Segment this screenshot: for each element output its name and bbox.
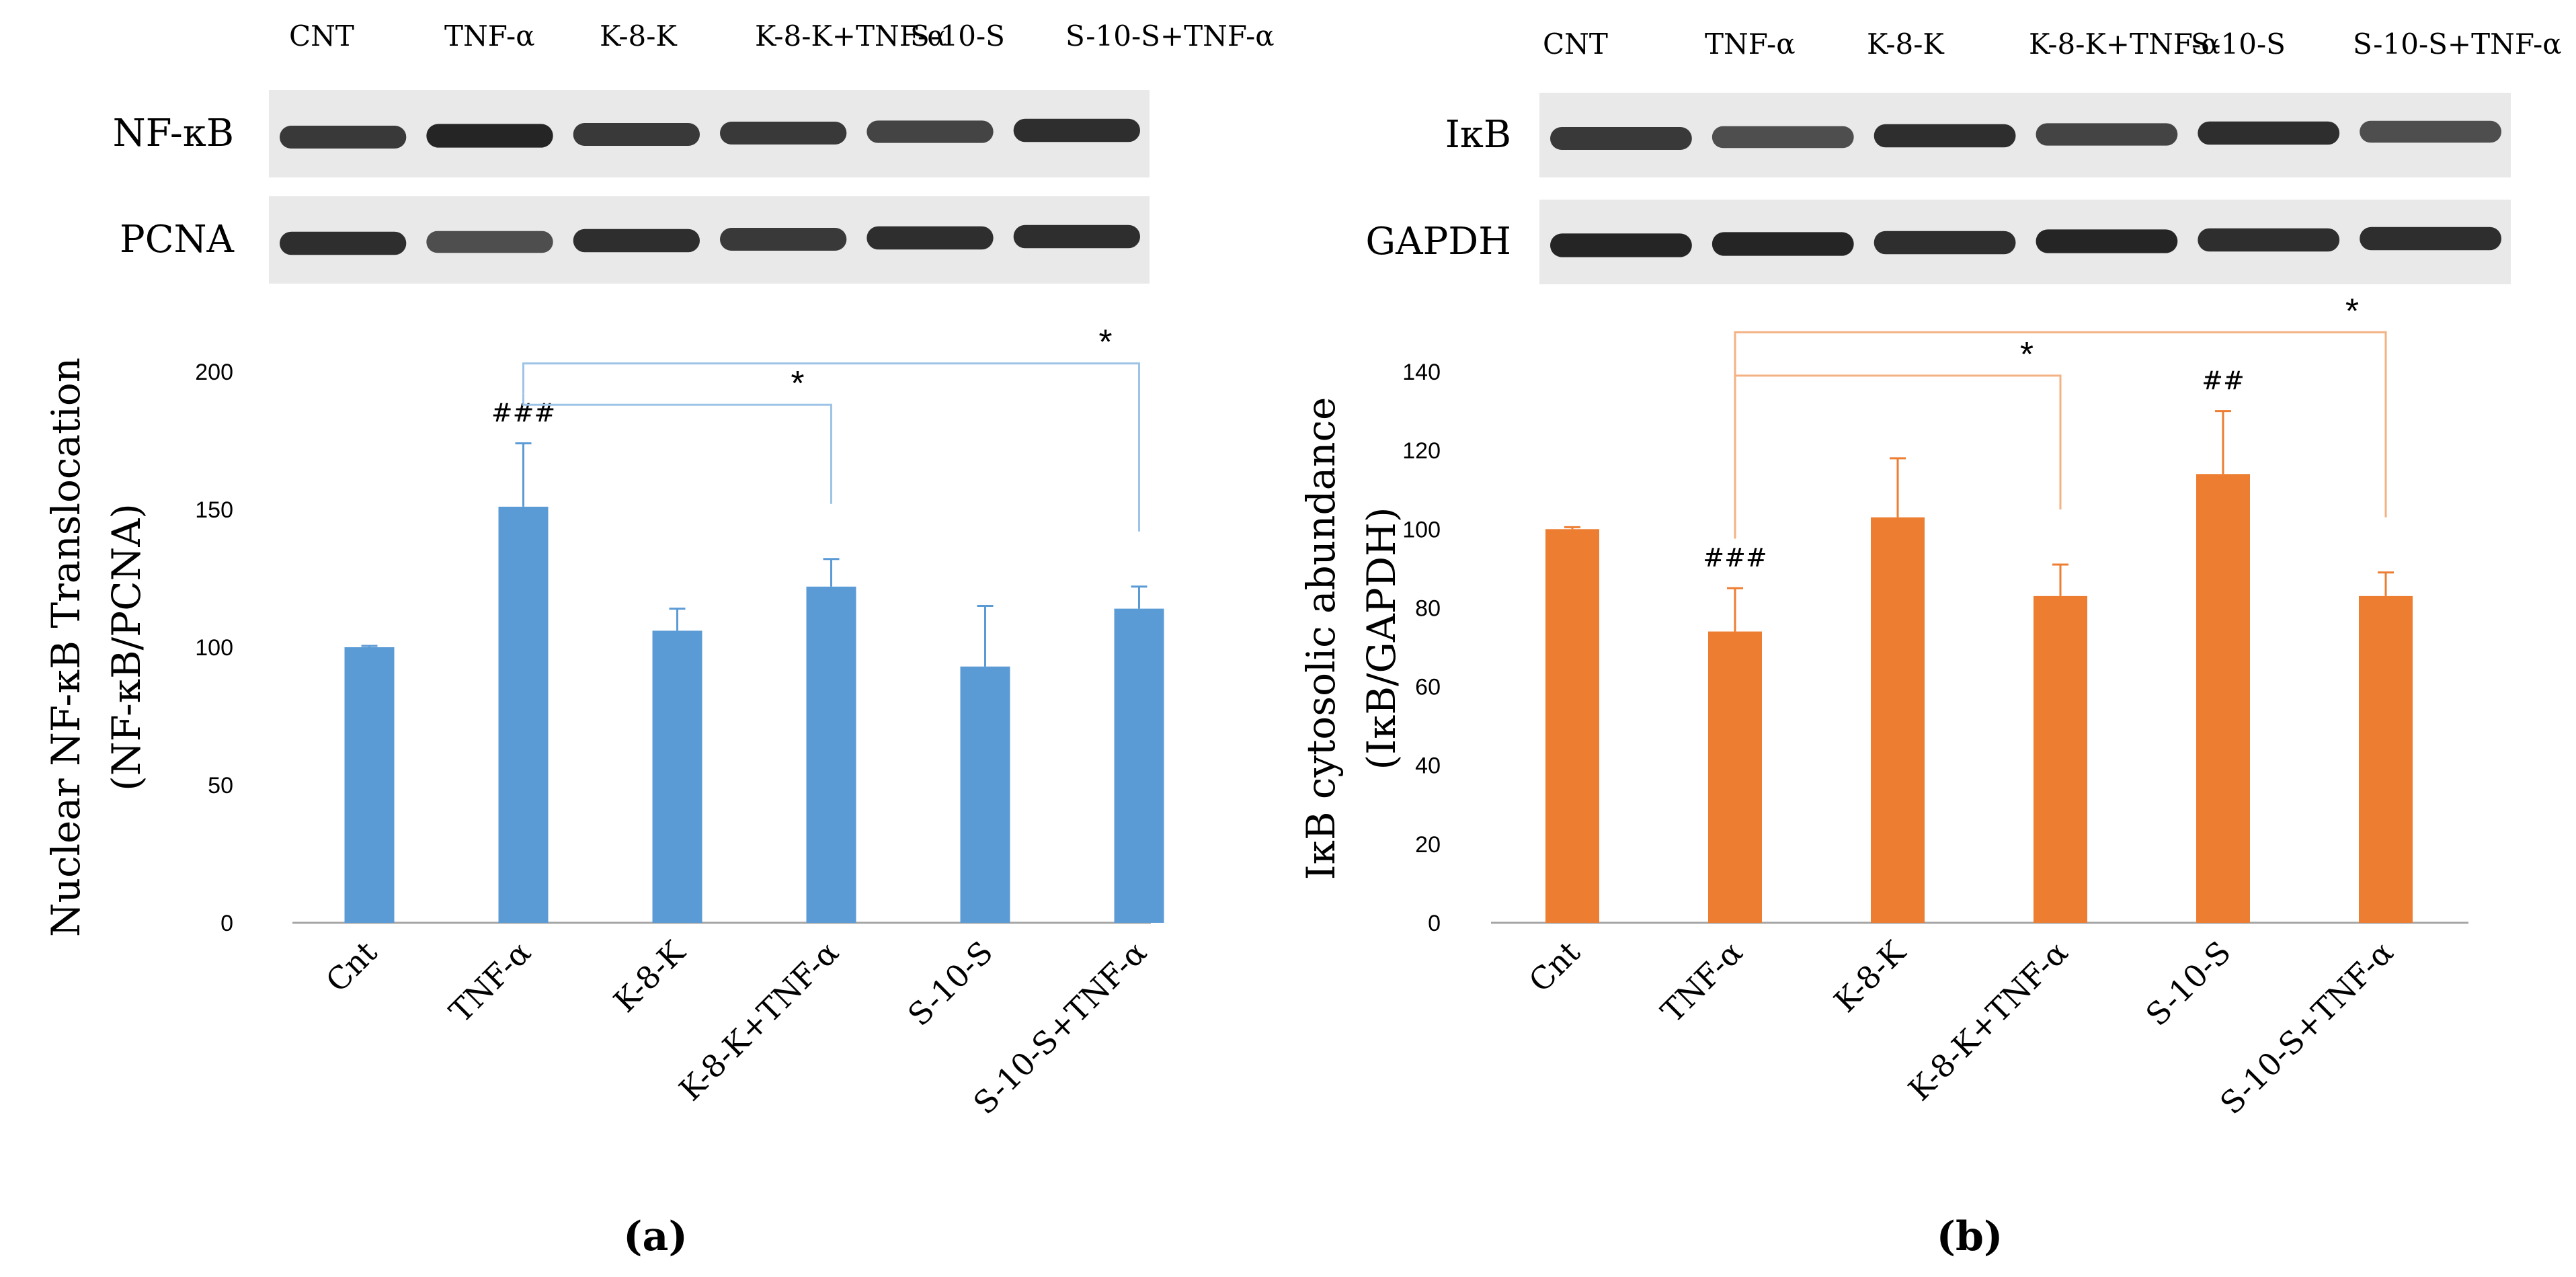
significance-hash: ##	[2202, 366, 2245, 396]
x-category-label: Cnt	[1522, 934, 1587, 999]
x-category-label: S-10-S	[2138, 934, 2237, 1033]
blot-band	[573, 229, 700, 253]
blot-band	[573, 123, 700, 146]
x-category-label: S-10-S+TNF-α	[2213, 934, 2401, 1122]
x-category-label: K-8-K+TNF-α	[1901, 934, 2075, 1108]
y-axis-title: Nuclear NF-κB Translocation	[43, 358, 89, 937]
blot-band	[426, 124, 553, 148]
blot-band	[426, 231, 553, 253]
blot-band	[2198, 228, 2340, 252]
bar	[960, 666, 1010, 923]
chart-panel-a: CNT TNF-α K-8-K K-8-K+TNF-αS-10-S S-10-S+TNF…	[43, 19, 1275, 1260]
y-axis-title-units: (NF-κB/PCNA)	[104, 503, 149, 791]
blot-lane-label: K-8-K	[1867, 28, 1945, 60]
y-tick-label: 100	[195, 635, 233, 661]
bar	[1871, 517, 1925, 923]
bar	[2196, 474, 2250, 923]
y-tick-label: 100	[1402, 517, 1441, 542]
significance-bracket	[522, 362, 1140, 532]
blot-lane-label: S-10-S+TNF-α	[2353, 28, 2562, 60]
bar	[498, 506, 549, 923]
x-category-label: Cnt	[319, 934, 384, 999]
blot-row-label: PCNA	[120, 218, 235, 261]
blot-strip-PCNA	[269, 196, 1150, 284]
significance-bracket	[1734, 331, 2387, 539]
blot-lane-label: S-10-S	[910, 19, 1005, 52]
blot-band	[1874, 231, 2016, 255]
blot-lane-label: CNT	[1543, 28, 1608, 60]
blot-strip-GAPDH	[1539, 200, 2511, 284]
blot-band	[1712, 232, 1854, 256]
panel-label: (b)	[1937, 1213, 2003, 1260]
y-tick-label: 150	[195, 497, 233, 523]
bar	[806, 586, 856, 923]
y-axis-title: IκB cytosolic abundance	[1298, 397, 1344, 880]
blot-band	[1013, 118, 1140, 142]
blot-band	[1874, 124, 2016, 148]
blot-band	[1013, 224, 1140, 249]
blot-lane-label: CNT	[289, 19, 354, 52]
blot-band	[720, 122, 847, 145]
significance-hash: ###	[1703, 543, 1767, 573]
blot-band	[2036, 229, 2178, 253]
blot-band	[1550, 233, 1692, 257]
bar	[2359, 595, 2413, 923]
blot-lane-label: K-8-K+TNF-α	[2029, 28, 2220, 60]
blot-lane-label: S-10-S	[2191, 28, 2286, 60]
blot-band	[2360, 226, 2501, 251]
significance-star: *	[2020, 335, 2034, 374]
y-tick-label: 140	[1402, 360, 1441, 385]
x-category-label: TNF-α	[442, 934, 538, 1030]
blot-lane-label: TNF-α	[444, 19, 535, 52]
blot-band	[2036, 123, 2178, 146]
significance-star: *	[2345, 292, 2359, 331]
x-category-label: K-8-K	[606, 933, 692, 1019]
y-tick-label: 20	[1415, 832, 1441, 858]
bar	[1114, 608, 1164, 923]
x-category-label: S-10-S	[901, 934, 1000, 1033]
blot-lane-label: TNF-α	[1705, 28, 1796, 60]
blot-band	[1550, 127, 1692, 150]
bar	[1545, 529, 1599, 923]
significance-star: *	[791, 364, 804, 403]
bar	[652, 630, 702, 923]
blot-strip-NF-κB	[269, 90, 1150, 177]
blot-band	[867, 120, 994, 143]
blot-lane-label: K-8-K	[600, 19, 678, 52]
blot-band	[1712, 126, 1854, 149]
significance-bracket	[522, 393, 832, 504]
blot-band	[2360, 120, 2501, 143]
blot-row-label: GAPDH	[1365, 220, 1511, 263]
blot-band	[280, 231, 407, 255]
bar	[1708, 631, 1762, 923]
chart-panel-b: CNT TNF-α K-8-K K-8-K+TNF-αS-10-S S-10-S+TNF…	[1298, 28, 2562, 1260]
blot-row-label: IκB	[1445, 113, 1511, 157]
blot-row-label: NF-κB	[113, 112, 234, 155]
x-category-label: K-8-K	[1827, 933, 1913, 1019]
blot-lane-label: S-10-S+TNF-α	[1065, 19, 1275, 52]
y-axis-title-units: (IκB/GAPDH)	[1359, 507, 1404, 770]
bar	[2034, 595, 2087, 923]
blot-band	[2198, 121, 2340, 145]
y-tick-label: 0	[1428, 911, 1441, 936]
panel-label: (a)	[623, 1213, 688, 1260]
bar	[344, 647, 395, 923]
x-category-label: TNF-α	[1654, 934, 1749, 1030]
y-tick-label: 50	[208, 773, 233, 798]
blot-band	[280, 126, 407, 149]
blot-strip-IκB	[1539, 93, 2511, 177]
x-category-label: K-8-K+TNF-α	[672, 934, 846, 1108]
y-tick-label: 0	[220, 911, 233, 936]
blot-band	[867, 226, 994, 250]
y-tick-label: 60	[1415, 675, 1441, 700]
significance-star: *	[1098, 323, 1112, 362]
y-tick-label: 80	[1415, 595, 1441, 621]
blot-band	[720, 228, 847, 251]
blot-lane-label: K-8-K+TNF-α	[755, 19, 947, 52]
y-tick-label: 200	[195, 360, 233, 385]
y-tick-label: 120	[1402, 438, 1441, 464]
y-tick-label: 40	[1415, 753, 1441, 779]
